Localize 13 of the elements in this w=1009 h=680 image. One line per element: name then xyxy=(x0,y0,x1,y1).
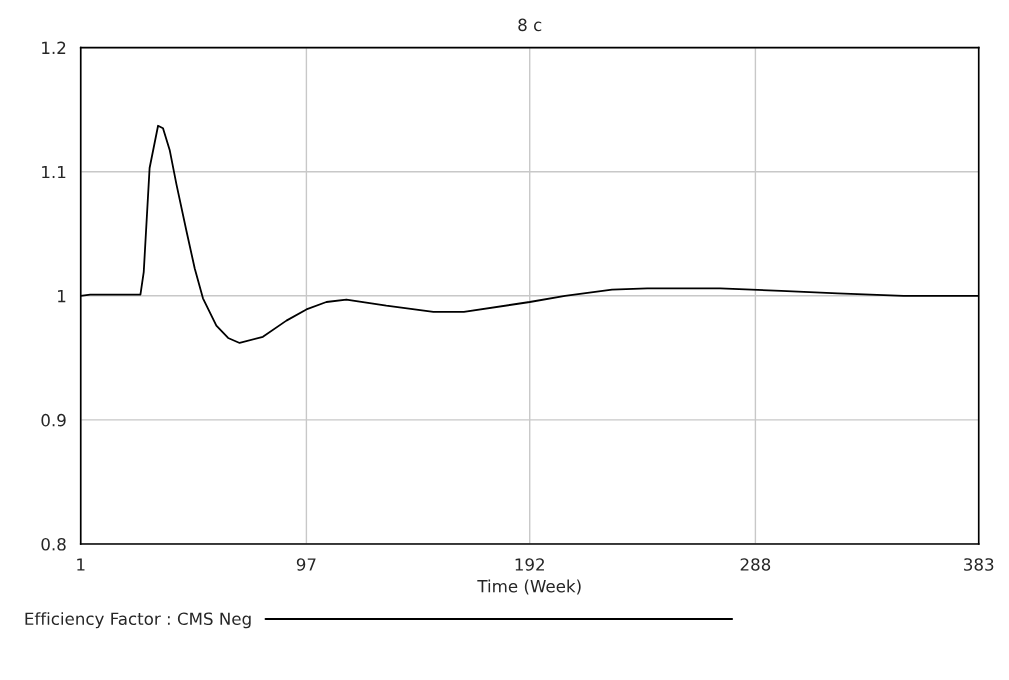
y-tick-label: 1.1 xyxy=(42,165,66,179)
y-tick-label: 1.2 xyxy=(42,41,66,54)
y-tick-label: 0.9 xyxy=(41,413,66,427)
y-tick-label: 1 xyxy=(58,289,66,303)
y-tick-label: 0.8 xyxy=(41,537,66,551)
text: Efficiency Factor : CMS Neg xyxy=(25,612,251,629)
x-tick-label: 383 xyxy=(964,558,994,571)
x-tick-label: 97 xyxy=(296,558,316,571)
x-axis-title: Time (Week) xyxy=(477,579,581,595)
x-tick-label: 1 xyxy=(77,558,85,571)
chart-title: 8 c xyxy=(518,18,542,32)
x-tick-label: 192 xyxy=(515,558,544,571)
x-tick-label: 288 xyxy=(740,558,771,571)
